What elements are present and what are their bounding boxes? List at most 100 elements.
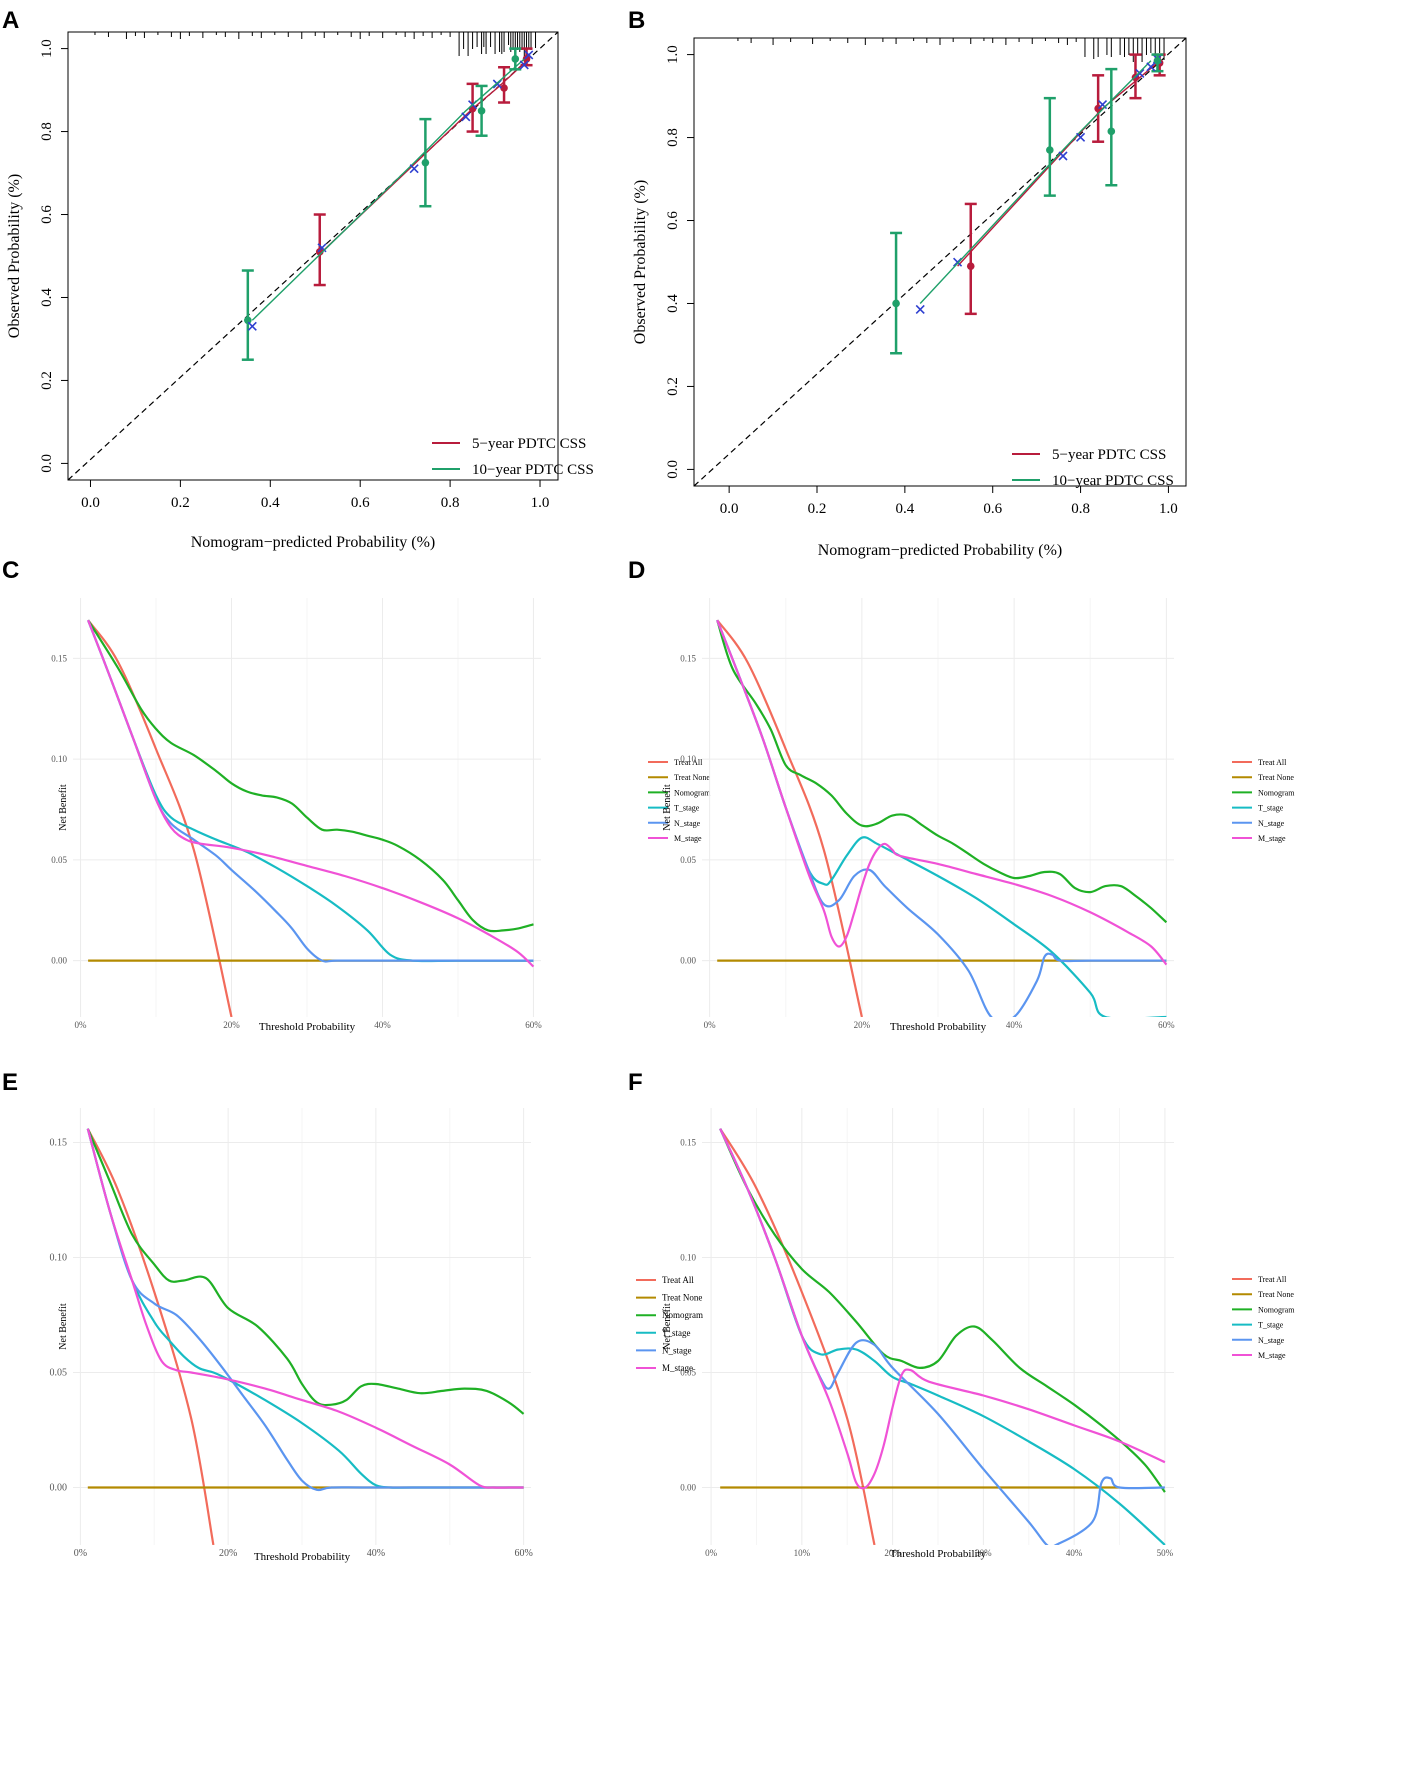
x-tick-label: 40% [374,1020,391,1030]
predicted-cross-marker [461,112,471,122]
legend-label: 10−year PDTC CSS [1052,473,1174,489]
curves [719,1128,1166,1545]
panel-a: A 0.0 0.2 0.4 0.6 0.8 1.0 0.0 0.2 0.4 0.6 0.8 1.0 Nom… [2,7,594,551]
observed-point [244,316,252,325]
predicted-cross-marker [524,50,534,60]
curves [86,1128,525,1545]
x-tick-label: 0% [704,1020,717,1030]
predicted-cross-marker [409,164,419,174]
observed-point [966,262,975,270]
x-axis-title: Nomogram−predicted Probability (%) [191,534,436,551]
y-axis-title: Observed Probability (%) [6,174,23,338]
y-tick-label: 0.10 [51,754,67,764]
legend-label: Nomogram [1258,788,1295,797]
y-tick-label: 0.6 [39,205,55,224]
x-tick-label: 0.6 [983,501,1002,517]
y-tick-label: 0.10 [680,754,696,764]
predicted-cross-marker [1146,62,1156,72]
legend-label: 5−year PDTC CSS [472,436,586,452]
y-tick-label: 0.15 [50,1138,68,1149]
y-tick-label: 0.00 [680,1483,696,1493]
observed-point [500,84,508,92]
curve-t-stage [86,1128,524,1489]
x-tick-label: 0.2 [171,495,190,511]
x-axis-title: Nomogram−predicted Probability (%) [818,542,1063,559]
curve-treat-all [86,1128,215,1545]
y-tick-label: 0.2 [39,371,55,390]
x-axis-title: Threshold Probability [254,1551,351,1563]
legend-label: T_stage [1258,804,1284,813]
curve-treat-all [87,619,233,1017]
legend-label: 5−year PDTC CSS [1052,447,1166,463]
y-tick-label: 0.15 [51,653,67,663]
x-tick-label: 40% [1066,1548,1083,1558]
x-tick-label: 0.8 [441,495,460,511]
x-tick-label: 60% [514,1548,532,1559]
y-tick-label: 0.15 [680,1138,696,1148]
legend-label: Treat All [662,1275,694,1285]
legend-label: Nomogram [1258,1305,1295,1314]
legend-label: M_stage [674,834,702,843]
y-tick-label: 0.6 [665,211,681,230]
legend-label: 10−year PDTC CSS [472,462,594,478]
curve-nomogram [87,619,534,933]
legend-label: Treat All [1258,1275,1287,1284]
curve-treat-all [716,619,863,1017]
panel-c: C 0% 20% 40% 60% 0.00 0.05 0.10 0.15 Threshold Pr… [2,557,711,1033]
curve-n-stage [716,619,1167,1017]
predicted-cross-marker [247,321,257,331]
observed-point [1046,146,1054,154]
panel-label: C [2,557,19,584]
y-tick-label: 0.8 [665,128,681,147]
legend-label: T_stage [1258,1321,1284,1330]
x-tick-label: 0.8 [1071,501,1090,517]
panel-label: D [628,557,645,584]
legend-label: Treat None [662,1293,702,1303]
x-axis-title: Threshold Probability [890,1548,987,1560]
observed-point [477,107,486,115]
curve-n-stage [719,1128,1165,1545]
panel-label: B [628,7,645,34]
x-tick-label: 50% [1157,1548,1174,1558]
y-tick-label: 0.0 [665,460,681,479]
y-tick-label: 0.10 [50,1253,68,1264]
x-axis-title: Threshold Probability [890,1021,987,1033]
y-tick-label: 0.2 [665,377,681,396]
y-tick-label: 0.00 [51,956,67,966]
x-axis-title: Threshold Probability [259,1021,356,1033]
curve-m-stage [716,619,1168,966]
ideal-diagonal-line [693,37,1187,487]
observed-point [468,104,477,113]
legend-label: Treat All [1258,758,1287,767]
panel-b: B 0.0 0.2 0.4 0.6 0.8 1.0 0.0 0.2 0.4 0.6 0.8 1.0 Nom… [628,7,1187,559]
x-tick-label: 60% [1158,1020,1175,1030]
curve-m-stage [86,1128,524,1489]
plot-frame [67,31,559,481]
legend-label: M_stage [1258,834,1286,843]
predicted-cross-marker [1076,132,1086,142]
y-axis-title: Net Benefit [662,1303,673,1350]
panel-d: D 0% 20% 40% 60% 0.00 0.05 0.10 0.15 Threshold Pr… [628,557,1295,1033]
curve-m-stage [87,619,535,968]
y-tick-label: 0.4 [665,294,681,313]
x-tick-label: 0% [705,1548,718,1558]
legend-label: M_stage [1258,1351,1286,1360]
y-tick-label: 0.15 [680,653,696,663]
x-tick-label: 10% [794,1548,811,1558]
curve-nomogram [719,1128,1166,1493]
predicted-cross-marker [519,60,529,70]
x-tick-label: 0.4 [895,501,914,517]
y-tick-label: 0.05 [50,1368,68,1379]
observed-point [1107,127,1116,136]
panel-label: A [2,7,19,34]
legend-label: Nomogram [662,1310,703,1320]
legend-label: N_stage [1258,819,1285,828]
y-tick-label: 0.05 [51,855,67,865]
y-tick-label: 0.00 [680,956,696,966]
curves [716,619,1168,1017]
legend-label: T_stage [662,1328,691,1338]
legend-label: Treat None [1258,773,1294,782]
observed-point [1153,57,1162,65]
x-tick-label: 0.6 [351,495,370,511]
series-line [919,60,1152,304]
